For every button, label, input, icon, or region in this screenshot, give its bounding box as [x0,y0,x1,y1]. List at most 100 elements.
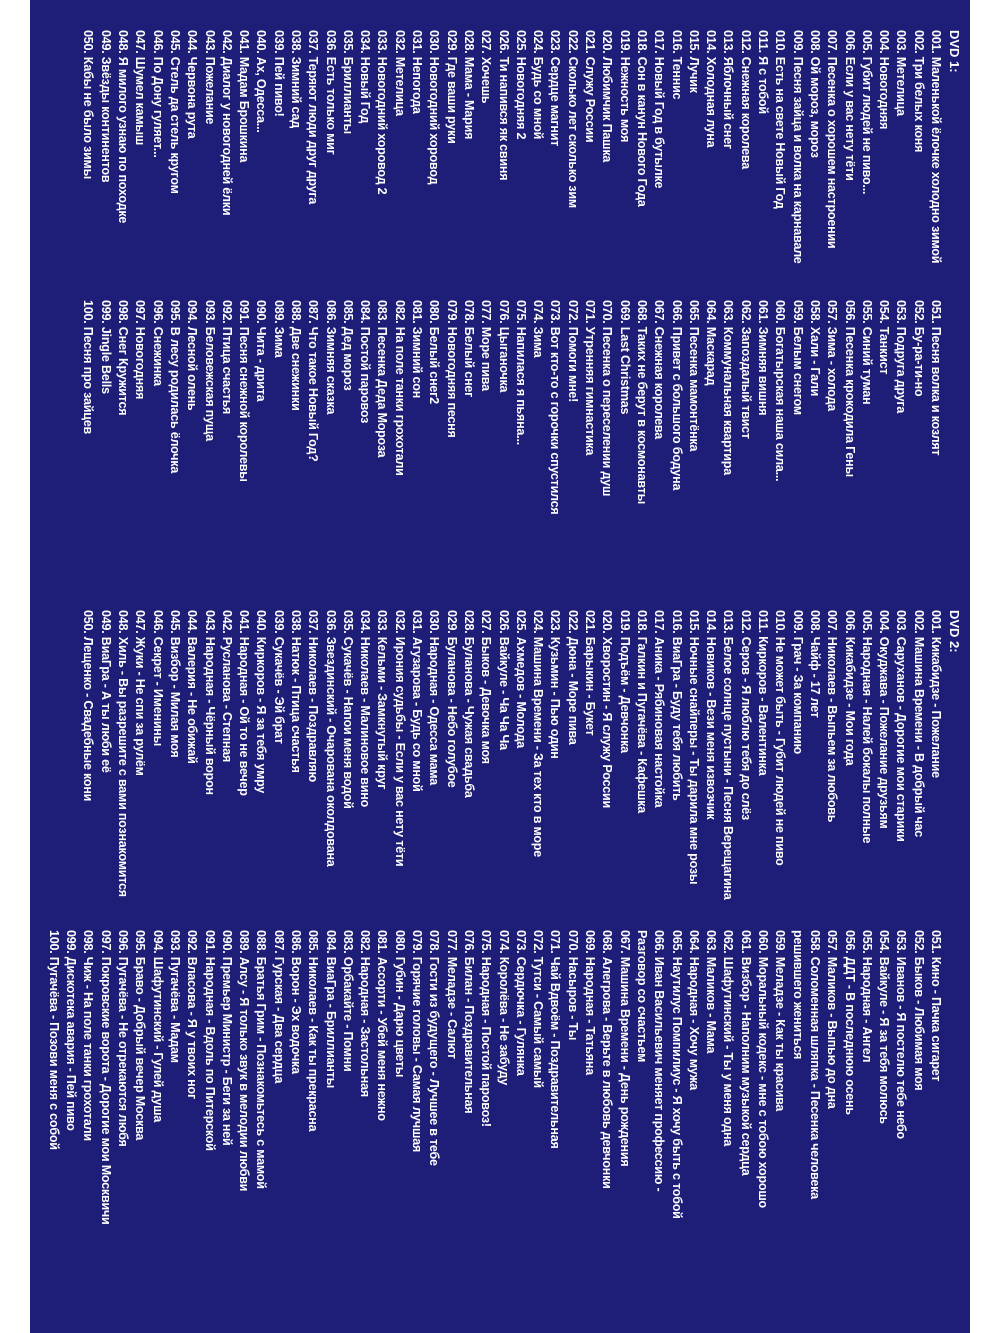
track-item: 026. Вайкуле - Ча Ча Ча [496,610,511,750]
track-item: 081. Зимний сон [410,300,425,399]
track-item: 047. Жуки - Не спи за рулём [133,610,148,776]
track-item: 027. Хочешь [479,30,494,104]
track-item: 017. Аника - Рябиновая настойка [652,610,667,808]
track-item: 078. Белый снег [461,300,476,398]
track-item: 095. В лесу родилась ёлочка [167,300,182,474]
track-item: 010. Не может быть - Губит людей не пиво [773,610,788,866]
track-item: 089. Зима [271,300,286,358]
track-item: 012. Снежная королева [738,30,753,169]
track-item: 063. Маликов - Мама [704,930,719,1054]
track-item: 090. Чита - дрита [254,300,269,402]
rotated-content: DVD 1: 001. Маленькой ёлочке холодно зимо… [30,0,970,1333]
track-item: 020. Хворостин - Я служу России [600,610,615,808]
track-item: 017. Новый Год в бутылке [652,30,667,189]
track-item: 097. Новогодняя [133,300,148,400]
track-item: 100. Пугачёва - Позови меня с собой [46,930,61,1150]
track-item: 080. Губин - Дарю цветы [392,930,407,1078]
track-item: 086. Зимняя сказка [323,300,338,415]
track-item: 076. Билан - Поздравительная [461,930,476,1114]
track-item: 080. Белый снег2 [427,300,442,404]
track-item: 095. Браво - Добрый вечер Москва [133,930,148,1141]
track-item: 077. Море пива [479,300,494,391]
track-item: 011. Киркоров - Валентинка [756,610,771,776]
track-item: 047. Шумел камыш [133,30,148,146]
track-item: 058. Хали - Гали [807,300,822,397]
track-item: 067. Снежная королева [652,300,667,439]
track-item: 026. Ти напився як свиня [496,30,511,181]
track-item: 097. Покровские ворота - Дорогие мои Мос… [98,930,113,1225]
track-item: 036. Есть только миг [323,30,338,155]
track-item: 016. ВиаГра - Буду тебя любить [669,610,684,801]
track-item: 019. Нежность моя [617,30,632,143]
track-item: 053. Подруга друга [894,300,909,414]
track-item: 079. Горячие головы - Самая лучшая [410,930,425,1153]
track-item: 023. Сердце магнит [548,30,563,147]
track-item: 022. Дюна - Море пива [565,610,580,745]
track-item: 001. Кикабидзе - Пожелание [929,610,943,778]
track-item: 074. Королёва - Не забуду [496,930,511,1086]
track-item: 040. Ах, Одесса... [254,30,269,133]
track-item: 083. Орбакайте - Помни [340,930,355,1072]
track-item: 094. Шафутинский - Гулей душа [150,930,165,1123]
track-item: 003. Саруханов - Дорогие мои старики [894,610,909,842]
track-item: 034. Новый Год [358,30,373,124]
track-item: 006. Кикабидзе - Мои года [842,610,857,766]
track-item: 039. Сукачёв - Эй брат [271,610,286,744]
track-item: 088. Две снежинки [289,300,304,411]
track-item: 071. Чай Вдвоём - Поздравительная [548,930,563,1149]
track-item: 021. Барыкин - Букет [583,610,598,736]
track-item: 066. Привет с большого бодуна [669,300,684,491]
track-item: 089. Алсу - Я только звук в мелодии любв… [237,930,252,1192]
track-item: 052. Быков - Любимая моя [911,930,926,1091]
track-item: 059. Меладзе - Как ты красива [773,930,788,1112]
dvd-title: DVD 2: [947,610,962,653]
track-item: 052. Бу-ра-ти-но [911,300,926,397]
track-item: 064. Маскарад [704,300,719,386]
track-item: 035. Сукачёв - Напои меня водой [340,610,355,809]
track-item: 012. Серов - Я люблю тебя до слёз [738,610,753,820]
track-item: 068. Алегрова - Верьте в любовь девчонки [600,930,615,1189]
track-item: 058. Соломенная шляпка - Песенка человек… [790,930,822,1199]
track-item: 053. Иванов - Я постелю тебе небо [894,930,909,1139]
dvd-title: DVD 1: [947,30,962,73]
track-item: 044. Червона рута [185,30,200,139]
track-item: 032. Ирония судьбы - Если у вас нету тёт… [392,610,407,867]
track-item: 015. Ночные снайперы - Ты дарила мне роз… [686,610,701,885]
track-item: 070. Песенка о переселении душ [600,300,615,497]
track-item: 031. Непогода [410,30,425,114]
track-item: 020. Любимчик Пашка [600,30,615,163]
track-item: 007. Песенка о хорошем настроении [825,30,840,249]
track-item: 092. Птица счастья [219,300,234,415]
track-item: 082. Народная - Застольная [358,930,373,1097]
track-item: 048. Хиль - Вы разрешите с вами познаком… [116,610,131,897]
track-item: 048. Я милого узнаю по походке [116,30,131,224]
track-column: 051. Песня волка и козлят 052. Бу-ра-ти-н… [79,300,944,600]
track-item: 062. Шафутинский - Ты у меня одна [721,930,736,1147]
track-item: 037. Николаев - Поздравляю [306,610,321,782]
track-item: 077. Меладзе - Салют [444,930,459,1059]
sheet: DVD 1: 001. Маленькой ёлочке холодно зимо… [30,0,970,1333]
track-item: 045. Стель да стель кругом [167,30,182,194]
track-item: 011. Я с тобой [756,30,771,114]
track-item: 066. Иван Васильевич меняет профессию - … [634,930,667,1192]
track-item: 005. Губит людей не пиво... [859,30,874,195]
track-item: 065. Наутилус Помпилиус - Я хочу быть с … [669,930,684,1219]
track-item: 055. Синий туман [859,300,874,405]
track-item: 014. Холодная луна [704,30,719,148]
track-item: 039. Пей пиво! [271,30,286,117]
track-item: 043. Пожелание [202,30,217,125]
track-column: 051. Кино - Пачка сигарет 052. Быков - Лю… [45,930,944,1250]
track-item: 056. ДДТ - В последнюю осень [842,930,857,1115]
track-item: 087. Что такое Новый Год? [306,300,321,462]
track-item: 046. Секрет - Именины [150,610,165,747]
track-item: 025. Ахмедов - Молода [513,610,528,749]
track-item: 061. Визбор - Наполним музыкой сердца [738,930,753,1176]
track-item: 087. Гурская - Два сердца [271,930,286,1084]
track-item: 091. Песня снежной королевы [237,300,252,482]
track-item: 098. Снег Кружится [116,300,131,416]
track-item: 002. Машина Времени - В добрый час [911,610,926,838]
track-item: 082. На поле танки грохотали [392,300,407,476]
track-item: 098. Чиж - На поле танки грохотали [81,930,96,1141]
track-column: 001. Кикабидзе - Пожелание 002. Машина Вр… [79,610,944,925]
track-item: 093. Пугачёва - Мадам [167,930,182,1063]
